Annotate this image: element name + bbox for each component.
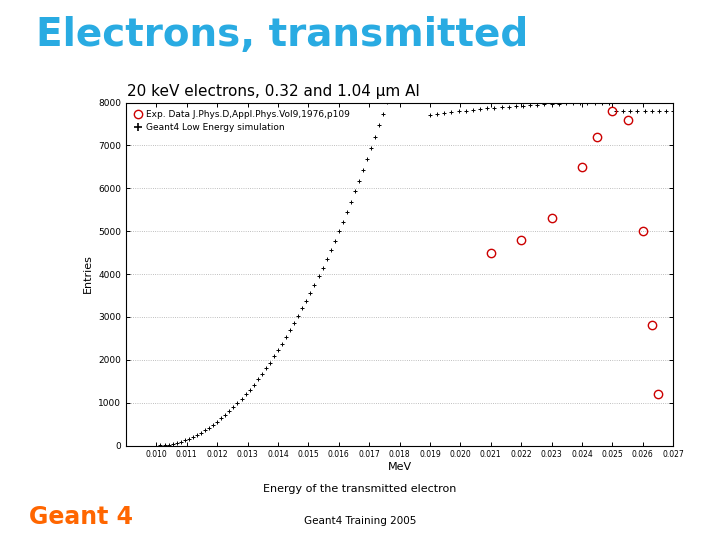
Y-axis label: Entries: Entries: [83, 255, 93, 293]
Legend: Exp. Data J.Phys.D,Appl.Phys.Vol9,1976,p109, Geant4 Low Energy simulation: Exp. Data J.Phys.D,Appl.Phys.Vol9,1976,p…: [130, 107, 353, 135]
Text: Geant4 Training 2005: Geant4 Training 2005: [304, 516, 416, 526]
X-axis label: MeV: MeV: [387, 462, 412, 472]
Text: Geant 4: Geant 4: [29, 505, 132, 529]
Text: Electrons, transmitted: Electrons, transmitted: [36, 16, 528, 54]
Text: 20 keV electrons, 0.32 and 1.04 μm Al: 20 keV electrons, 0.32 and 1.04 μm Al: [127, 84, 420, 99]
Text: Energy of the transmitted electron: Energy of the transmitted electron: [264, 484, 456, 494]
